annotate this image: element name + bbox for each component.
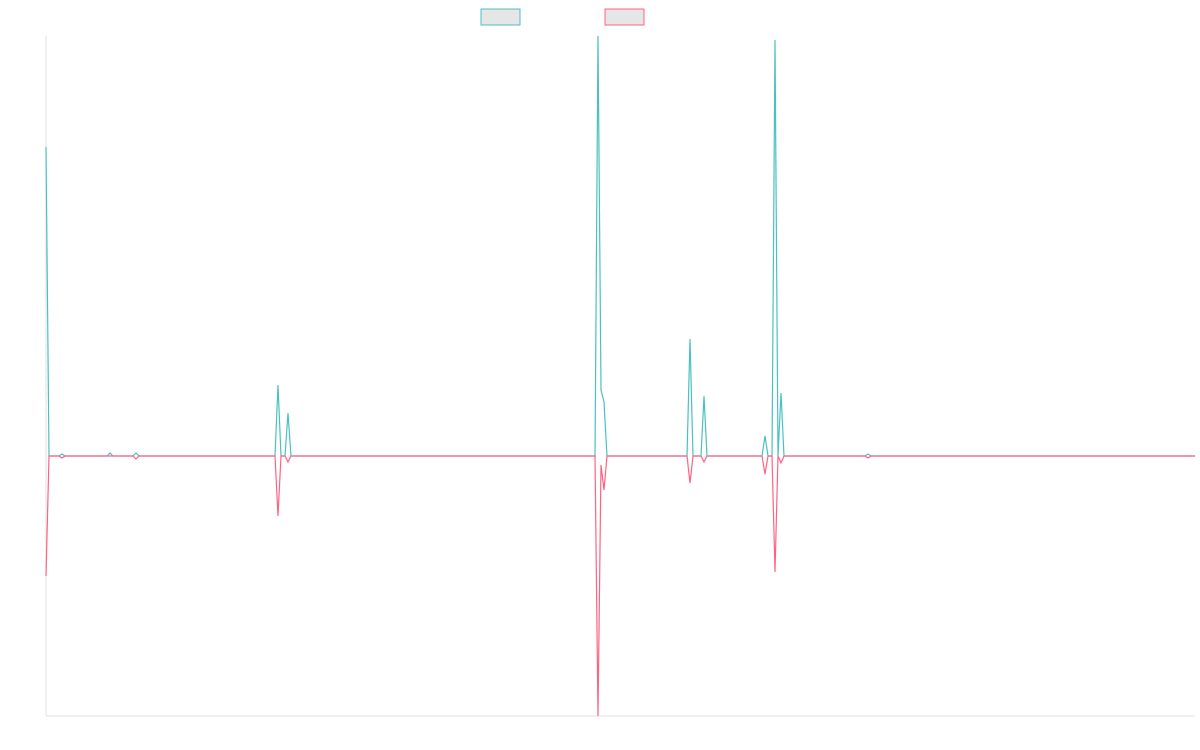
legend-swatch: [480, 8, 521, 26]
series-line: [45, 455, 1195, 717]
series-line: [45, 35, 1195, 457]
legend-swatch: [604, 8, 645, 26]
